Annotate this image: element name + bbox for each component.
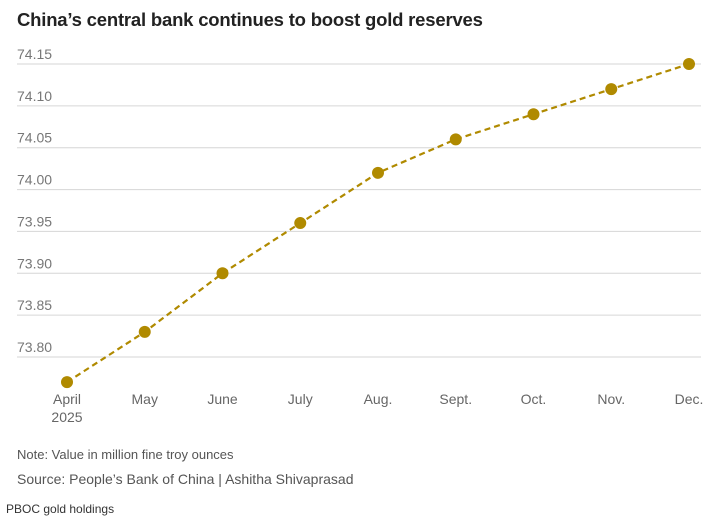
gridlines (17, 63, 701, 358)
chart-source: Source: People’s Bank of China | Ashitha… (17, 471, 354, 487)
y-tick-label: 74.15 (17, 46, 52, 62)
chart-note: Note: Value in million fine troy ounces (17, 447, 234, 462)
x-tick-label: Dec. (675, 391, 704, 407)
x-axis-ticks: April 2025 May June July Aug. Sept. Oct. Nov. Dec… (51, 391, 703, 425)
y-tick-label: 74.10 (17, 88, 52, 104)
series-line (66, 62, 690, 384)
data-point (216, 267, 229, 280)
x-tick-label: May (132, 391, 158, 407)
data-points (61, 58, 695, 389)
data-point (527, 108, 540, 121)
x-tick-label: Sept. (439, 391, 472, 407)
x-tick-label: April 2025 (51, 391, 82, 425)
data-point (138, 325, 151, 338)
x-tick-label: Aug. (364, 391, 393, 407)
data-point (605, 83, 618, 96)
y-tick-label: 73.90 (17, 255, 52, 271)
data-point (61, 376, 73, 389)
x-tick-label: Oct. (521, 391, 547, 407)
y-axis-ticks: 73.80 73.85 73.90 73.95 74.00 74.05 74.10 74.15 (17, 46, 52, 355)
x-tick-label: July (288, 391, 313, 407)
data-point (449, 133, 462, 146)
y-tick-label: 73.80 (17, 339, 52, 355)
chart-title: China’s central bank continues to boost … (17, 9, 483, 30)
x-tick-label: June (207, 391, 238, 407)
y-tick-label: 74.00 (17, 172, 52, 188)
data-point (372, 166, 384, 179)
y-tick-label: 73.85 (17, 297, 52, 313)
x-tick-label: Nov. (597, 391, 625, 407)
data-point (294, 217, 307, 230)
y-tick-label: 74.05 (17, 130, 52, 146)
data-point (683, 58, 695, 70)
line-chart: 73.80 73.85 73.90 73.95 74.00 74.05 74.10 74.15… (17, 46, 703, 425)
chart-caption: PBOC gold holdings (6, 502, 115, 516)
y-tick-label: 73.95 (17, 213, 52, 229)
